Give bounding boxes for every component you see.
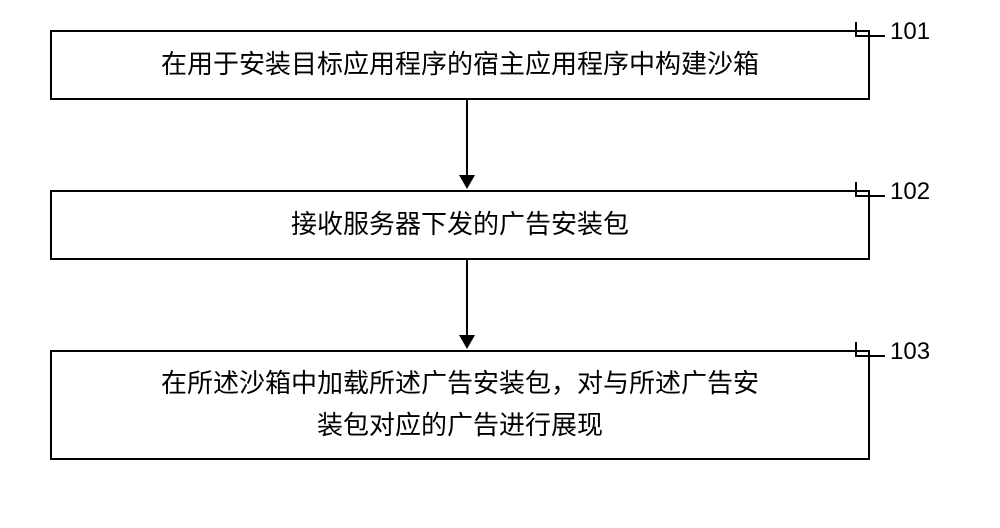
label-connector-2 bbox=[855, 195, 885, 197]
label-connector-1-up bbox=[855, 22, 857, 35]
step-3-label: 103 bbox=[890, 338, 930, 366]
step-2-text: 接收服务器下发的广告安装包 bbox=[271, 196, 649, 254]
arrow-head-icon bbox=[459, 335, 475, 349]
label-connector-1 bbox=[855, 35, 885, 37]
arrow-2 bbox=[459, 260, 475, 349]
label-connector-3-up bbox=[855, 342, 857, 355]
flowchart-step-1: 在用于安装目标应用程序的宿主应用程序中构建沙箱 bbox=[50, 30, 870, 100]
step-3-text: 在所述沙箱中加载所述广告安装包，对与所述广告安 装包对应的广告进行展现 bbox=[141, 355, 779, 454]
flowchart-step-3: 在所述沙箱中加载所述广告安装包，对与所述广告安 装包对应的广告进行展现 bbox=[50, 350, 870, 460]
step-1-text: 在用于安装目标应用程序的宿主应用程序中构建沙箱 bbox=[141, 36, 779, 94]
label-connector-2-up bbox=[855, 182, 857, 195]
arrow-head-icon bbox=[459, 175, 475, 189]
label-connector-3 bbox=[855, 355, 885, 357]
flowchart-step-2: 接收服务器下发的广告安装包 bbox=[50, 190, 870, 260]
arrow-1 bbox=[459, 100, 475, 189]
step-2-label: 102 bbox=[890, 178, 930, 206]
step-1-label: 101 bbox=[890, 18, 930, 46]
